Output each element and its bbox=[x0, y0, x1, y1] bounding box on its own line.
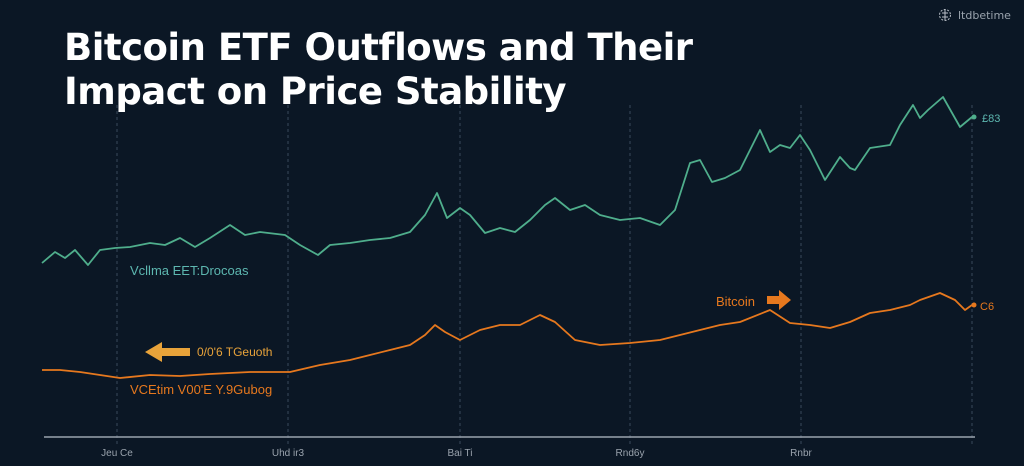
end-label-green: £83 bbox=[982, 113, 1000, 125]
x-tick-label: Rnbr bbox=[790, 448, 812, 459]
title-line-1: Bitcoin ETF Outflows and Their bbox=[64, 26, 693, 69]
grid bbox=[116, 105, 973, 445]
annotation-outflow: 0/0'6 TGeuoth bbox=[197, 345, 272, 359]
series-line-green bbox=[41, 96, 973, 266]
series-end-point bbox=[971, 114, 977, 120]
x-tick-label: Bai Ti bbox=[447, 448, 472, 459]
title-line-2: Impact on Price Stability bbox=[64, 70, 567, 113]
arrow-right-icon bbox=[767, 290, 791, 310]
network-logo-icon bbox=[939, 9, 951, 21]
series-label-green: Vcllma EET:Drocoas bbox=[130, 263, 249, 278]
series-end-point bbox=[971, 302, 977, 308]
brand-text: ltdbetime bbox=[958, 8, 1011, 22]
series-lines bbox=[41, 96, 977, 379]
x-ticks: Jeu Ce Uhd ir3 Bai Ti Rnd6y Rnbr bbox=[101, 448, 812, 459]
brand: ltdbetime bbox=[936, 7, 1011, 23]
series-line-orange bbox=[42, 292, 973, 379]
x-tick-label: Jeu Ce bbox=[101, 448, 133, 459]
x-tick-label: Uhd ir3 bbox=[272, 448, 305, 459]
arrow-left-icon bbox=[145, 342, 190, 362]
annotation-bitcoin: Bitcoin bbox=[716, 294, 755, 309]
chart-title: Bitcoin ETF Outflows and Their Impact on … bbox=[64, 26, 693, 114]
end-label-orange: C6 bbox=[980, 301, 994, 313]
annotation-volume: VCEtim V00'E Y.9Gubog bbox=[130, 382, 272, 397]
x-tick-label: Rnd6y bbox=[616, 448, 645, 459]
